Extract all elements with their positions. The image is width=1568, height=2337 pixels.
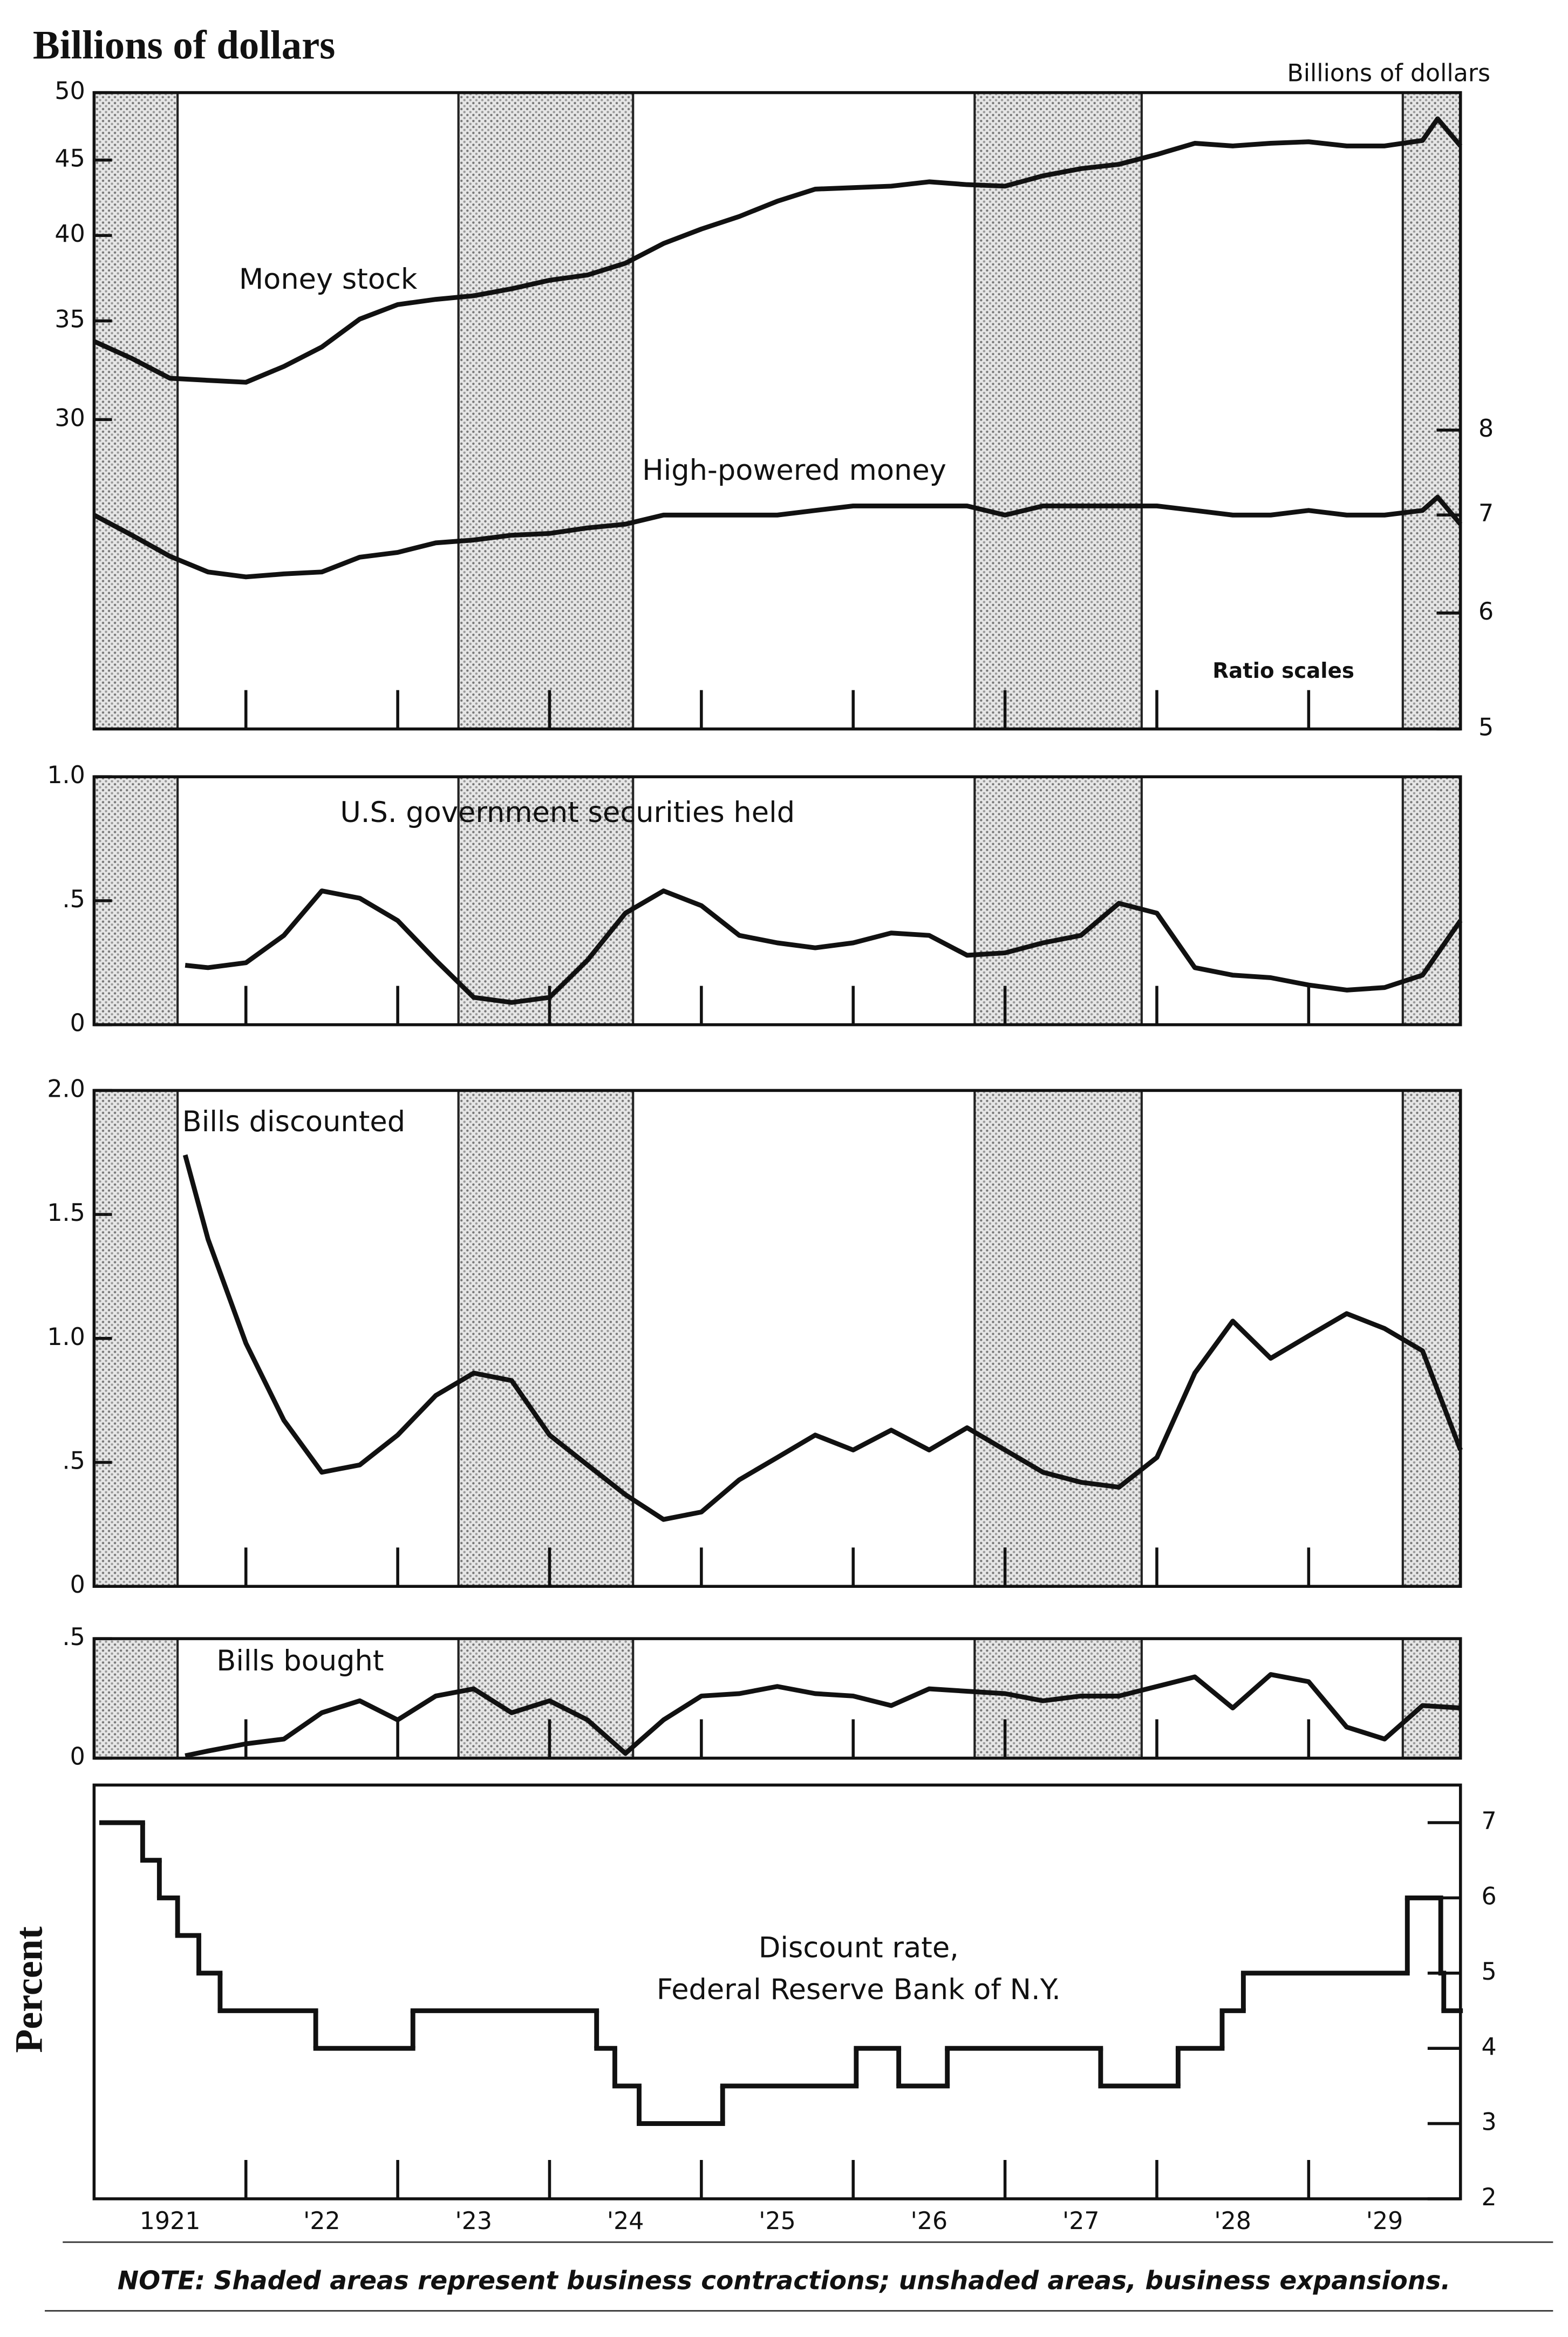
panel-title: Bills bought [216, 1645, 384, 1677]
x-tick-label: '27 [1062, 2207, 1099, 2235]
y-tick-label: 7 [1481, 1808, 1496, 1835]
series-line [185, 888, 1463, 1005]
y-tick-label: 0 [70, 1571, 85, 1599]
annotation: Federal Reserve Bank of N.Y. [657, 1973, 1061, 2006]
contraction-shade [973, 776, 1143, 1026]
series-line [93, 116, 1463, 385]
y-tick-label: .5 [63, 1448, 85, 1475]
x-tick-label: '26 [911, 2207, 947, 2235]
annotation: Discount rate, [759, 1931, 959, 1964]
y-tick-label: 6 [1481, 1883, 1496, 1910]
x-tick-label: '25 [759, 2207, 795, 2235]
contraction-shade [1401, 1089, 1462, 1588]
series-line [185, 1672, 1461, 1758]
x-tick-label: '24 [607, 2207, 644, 2235]
y-axis-title: Billions of dollars [33, 23, 336, 68]
y-tick-label: 0 [70, 1010, 85, 1037]
y2-tick-label: 7 [1478, 500, 1494, 527]
note: NOTE: Shaded areas represent business co… [118, 2266, 1450, 2295]
y-tick-label: 45 [54, 145, 85, 173]
contraction-shade [973, 91, 1143, 730]
series-line [93, 494, 1463, 580]
x-tick-label: 1921 [140, 2207, 201, 2235]
y-tick-label: 4 [1481, 2033, 1496, 2061]
y-tick-label: .5 [63, 886, 85, 913]
y2-tick-label: 5 [1478, 714, 1494, 742]
y-tick-label: 2.0 [47, 1075, 85, 1103]
y-tick-label: .5 [63, 1623, 85, 1651]
y-tick-label: 5 [1481, 1958, 1496, 1986]
contraction-shade [457, 1089, 635, 1588]
series-label: High-powered money [642, 454, 946, 487]
series-line [182, 1154, 1463, 1522]
contraction-shade [457, 1638, 635, 1759]
panel-title: U.S. government securities held [340, 796, 795, 829]
y-tick-label: 1.5 [47, 1199, 85, 1227]
y-tick-label: 0 [70, 1743, 85, 1771]
plot-frame [92, 1637, 1462, 1760]
y-axis-title: Percent [7, 1926, 50, 2053]
y2-tick-label: 6 [1478, 598, 1494, 626]
contraction-shade [93, 91, 179, 730]
x-tick-label: '23 [455, 2207, 493, 2235]
y-tick-label: 2 [1481, 2184, 1496, 2211]
contraction-shade [1401, 1638, 1462, 1759]
annotation: Ratio scales [1212, 659, 1354, 683]
contraction-shade [457, 776, 635, 1026]
y2-axis-title: Billions of dollars [1287, 59, 1490, 87]
plot-frame [92, 1783, 1462, 2200]
contraction-shade [973, 1089, 1143, 1588]
series-label: Money stock [239, 263, 418, 296]
contraction-shade [93, 1638, 179, 1759]
y-tick-label: 40 [54, 220, 85, 248]
contraction-shade [1401, 91, 1462, 730]
y-tick-label: 30 [54, 404, 85, 432]
y-tick-label: 1.0 [47, 762, 85, 789]
panel-title: Bills discounted [182, 1105, 405, 1138]
y-tick-label: 1.0 [47, 1323, 85, 1351]
contraction-shade [1401, 776, 1462, 1026]
y-tick-label: 35 [54, 306, 85, 334]
plot-frame [92, 1089, 1462, 1588]
y-tick-label: 50 [54, 78, 85, 105]
x-tick-label: '22 [303, 2207, 340, 2235]
y2-tick-label: 8 [1478, 415, 1494, 443]
y-tick-label: 3 [1481, 2109, 1496, 2136]
x-tick-label: '28 [1214, 2207, 1251, 2235]
plot-frame [92, 91, 1462, 731]
x-tick-label: '29 [1366, 2207, 1403, 2235]
contraction-shade [457, 91, 635, 730]
